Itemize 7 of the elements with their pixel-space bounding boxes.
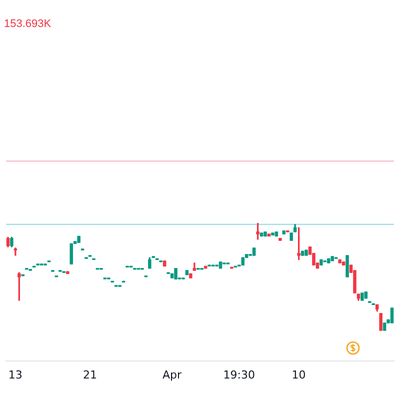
x-tick-label: Apr — [162, 368, 182, 382]
x-tick-label: 21 — [83, 368, 98, 382]
x-tick-label: 13 — [8, 368, 22, 382]
x-tick-label: 10 — [292, 368, 306, 382]
candlestick — [14, 248, 18, 256]
text: 153.693K — [4, 18, 52, 30]
x-tick-label: 19:30 — [223, 368, 255, 382]
